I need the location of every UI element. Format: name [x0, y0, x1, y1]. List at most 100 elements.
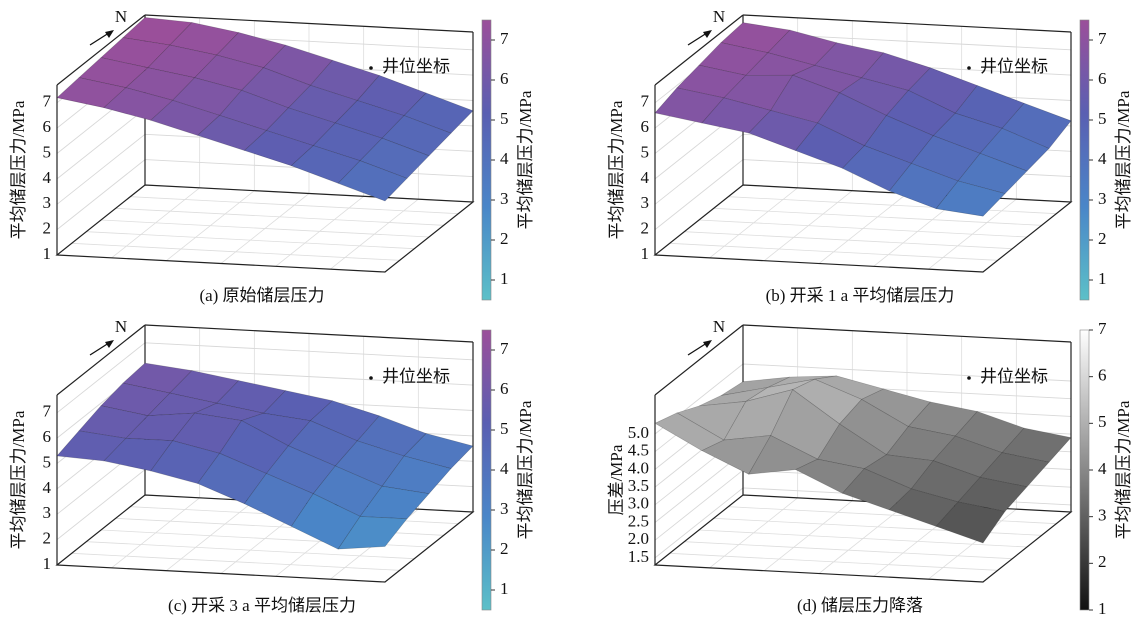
z-tick-label: 4 [43, 478, 52, 497]
z-tick-label: 7 [641, 92, 650, 111]
colorbar-tick-label: 2 [500, 539, 509, 558]
colorbar-tick-label: 5 [1098, 109, 1107, 128]
legend-label: 井位坐标 [382, 57, 450, 76]
legend-marker [369, 66, 373, 70]
legend-label: 井位坐标 [382, 367, 450, 386]
z-tick-label: 2 [43, 219, 52, 238]
colorbar-tick-label: 3 [500, 499, 509, 518]
z-axis-label: 平均储层压力/MPa [9, 100, 28, 239]
colorbar-tick-label: 5 [1098, 412, 1107, 431]
z-tick-label: 2.5 [628, 511, 649, 530]
z-tick-label: 1 [43, 554, 52, 573]
z-tick-label: 4.0 [628, 458, 649, 477]
caption: (d) 储层压力降落 [797, 596, 923, 615]
z-tick-label: 6 [43, 427, 52, 446]
z-tick-label: 5 [43, 142, 52, 161]
colorbar-tick-label: 5 [500, 419, 509, 438]
colorbar-tick-label: 2 [1098, 229, 1107, 248]
colorbar-tick-label: 7 [500, 29, 509, 48]
z-tick-label: 3 [641, 193, 650, 212]
north-arrowhead [105, 340, 114, 348]
legend-marker [967, 376, 971, 380]
north-label: N [115, 7, 127, 26]
panel: 1.52.02.53.03.54.04.55.0压差/MPa (d) 储层压力降落… [607, 317, 1133, 618]
z-tick-label: 2 [43, 529, 52, 548]
colorbar-tick-label: 7 [500, 339, 509, 358]
colorbar-tick-label: 6 [1098, 366, 1107, 385]
z-tick-label: 6 [43, 117, 52, 136]
colorbar-label: 平均储层压力/MPa [516, 90, 535, 229]
colorbar-tick-label: 1 [1098, 599, 1107, 618]
grid-line [655, 185, 1071, 255]
colorbar-tick-label: 3 [500, 189, 509, 208]
z-tick-label: 1 [43, 244, 52, 263]
colorbar-tick-label: 5 [500, 109, 509, 128]
z-tick-label: 3.5 [628, 476, 649, 495]
floor-grid [699, 220, 1027, 237]
colorbar-tick-label: 1 [500, 579, 509, 598]
colorbar-tick-label: 4 [500, 149, 509, 168]
z-tick-label: 7 [43, 402, 52, 421]
z-tick-label: 4 [641, 168, 650, 187]
colorbar-tick-label: 3 [1098, 506, 1107, 525]
colorbar [482, 20, 491, 300]
legend-label: 井位坐标 [980, 57, 1048, 76]
colorbar-tick-label: 6 [500, 379, 509, 398]
z-tick-label: 5.0 [628, 423, 649, 442]
north-label: N [115, 317, 127, 336]
z-tick-label: 1.5 [628, 547, 649, 566]
floor-grid [714, 208, 1042, 225]
colorbar-label: 平均储层压力/MPa [1114, 400, 1133, 539]
floor-grid [116, 208, 444, 225]
colorbar-tick-label: 6 [1098, 69, 1107, 88]
z-tick-label: 3.0 [628, 494, 649, 513]
z-axis-label: 压差/MPa [607, 444, 626, 515]
caption: (b) 开采 1 a 平均储层压力 [766, 286, 955, 305]
colorbar-tick-label: 3 [1098, 189, 1107, 208]
legend-marker [967, 66, 971, 70]
panel: 1 2 3 4 5 6 7 平均储层压力/MPa (b) 开采 1 a 平均储层压力 N 井位坐标 1… [607, 7, 1133, 305]
legend-label: 井位坐标 [980, 367, 1048, 386]
z-tick-label: 3 [43, 503, 52, 522]
grid-line [57, 185, 473, 255]
caption: (a) 原始储层压力 [199, 286, 324, 305]
figure: 1234567平均储层压力/MPa(a) 原始储层压力N井位坐标1234567平… [0, 0, 1141, 625]
colorbar-label: 平均储层压力/MPa [516, 400, 535, 539]
colorbar [1080, 20, 1089, 300]
caption: (c) 开采 3 a 平均储层压力 [168, 596, 356, 615]
z-tick-label: 5 [43, 452, 52, 471]
z-tick-label: 4 [43, 168, 52, 187]
colorbar-tick-label: 7 [1098, 319, 1107, 338]
z-tick-label: 3 [43, 193, 52, 212]
colorbar-tick-label: 1 [500, 269, 509, 288]
z-tick-label: 5 [641, 142, 650, 161]
colorbar-tick-label: 1 [1098, 269, 1107, 288]
panel: 1 2 3 4 5 6 7 平均储层压力/MPa (c) 开采 3 a 平均储层压力 N 井位坐标 1… [9, 317, 535, 615]
colorbar [482, 330, 491, 610]
z-tick-label: 2.0 [628, 529, 649, 548]
colorbar-label: 平均储层压力/MPa [1114, 90, 1133, 229]
north-arrowhead [703, 30, 712, 38]
z-tick-label: 1 [641, 244, 650, 263]
z-axis-label: 平均储层压力/MPa [607, 100, 626, 239]
z-axis-label: 平均储层压力/MPa [9, 410, 28, 549]
colorbar-tick-label: 2 [1098, 552, 1107, 571]
z-tick-label: 4.5 [628, 441, 649, 460]
north-label: N [713, 7, 725, 26]
colorbar-tick-label: 2 [500, 229, 509, 248]
colorbar-tick-label: 6 [500, 69, 509, 88]
z-tick-label: 7 [43, 92, 52, 111]
colorbar-tick-label: 7 [1098, 29, 1107, 48]
z-tick-label: 6 [641, 117, 650, 136]
north-arrowhead [703, 340, 712, 348]
north-arrowhead [105, 30, 114, 38]
z-tick-label: 2 [641, 219, 650, 238]
legend-marker [369, 376, 373, 380]
colorbar-tick-label: 4 [500, 459, 509, 478]
north-label: N [713, 317, 725, 336]
colorbar-tick-label: 4 [1098, 149, 1107, 168]
floor-grid [101, 220, 429, 237]
colorbar [1080, 330, 1089, 610]
colorbar-tick-label: 4 [1098, 459, 1107, 478]
